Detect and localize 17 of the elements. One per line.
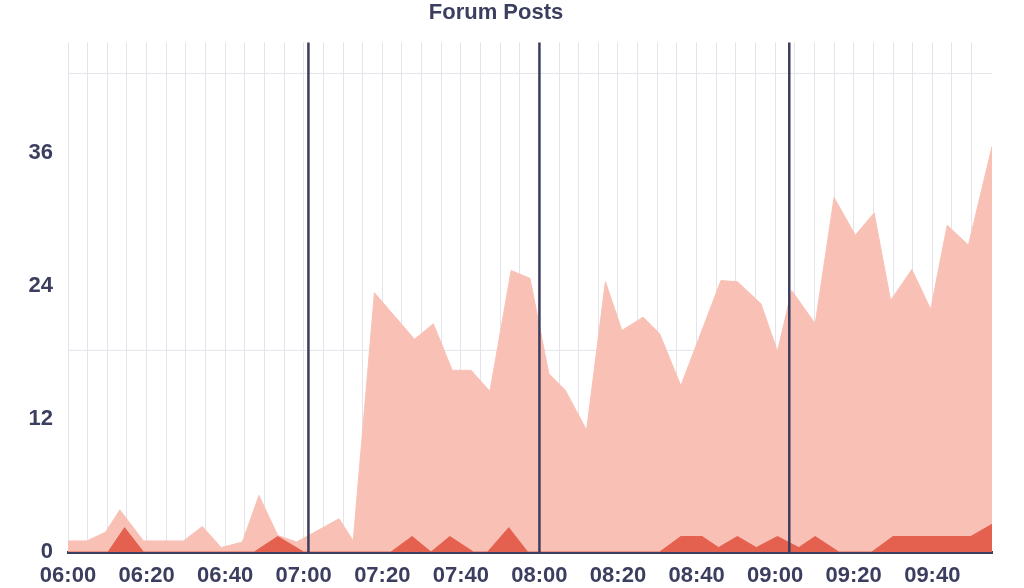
y-tick-label: 24 xyxy=(28,272,54,298)
x-tick-label: 06:20 xyxy=(118,562,175,588)
chart-title: Forum Posts xyxy=(428,0,564,25)
x-tick-label: 08:00 xyxy=(511,562,568,588)
x-tick-label: 07:40 xyxy=(432,562,490,588)
x-tick-label: 08:40 xyxy=(668,562,725,588)
y-tick-label: 12 xyxy=(28,405,53,431)
x-tick-label: 09:00 xyxy=(747,562,804,588)
x-tick-label: 06:40 xyxy=(197,562,254,588)
y-tick-label: 36 xyxy=(28,139,53,165)
x-tick-label: 07:00 xyxy=(275,562,332,588)
x-tick-label: 09:40 xyxy=(904,562,961,588)
y-tick-label: 0 xyxy=(40,538,53,564)
x-tick-label: 06:00 xyxy=(39,562,97,588)
x-tick-label: 08:20 xyxy=(589,562,647,588)
x-tick-label: 07:20 xyxy=(354,562,411,588)
x-tick-label: 09:20 xyxy=(825,562,882,588)
